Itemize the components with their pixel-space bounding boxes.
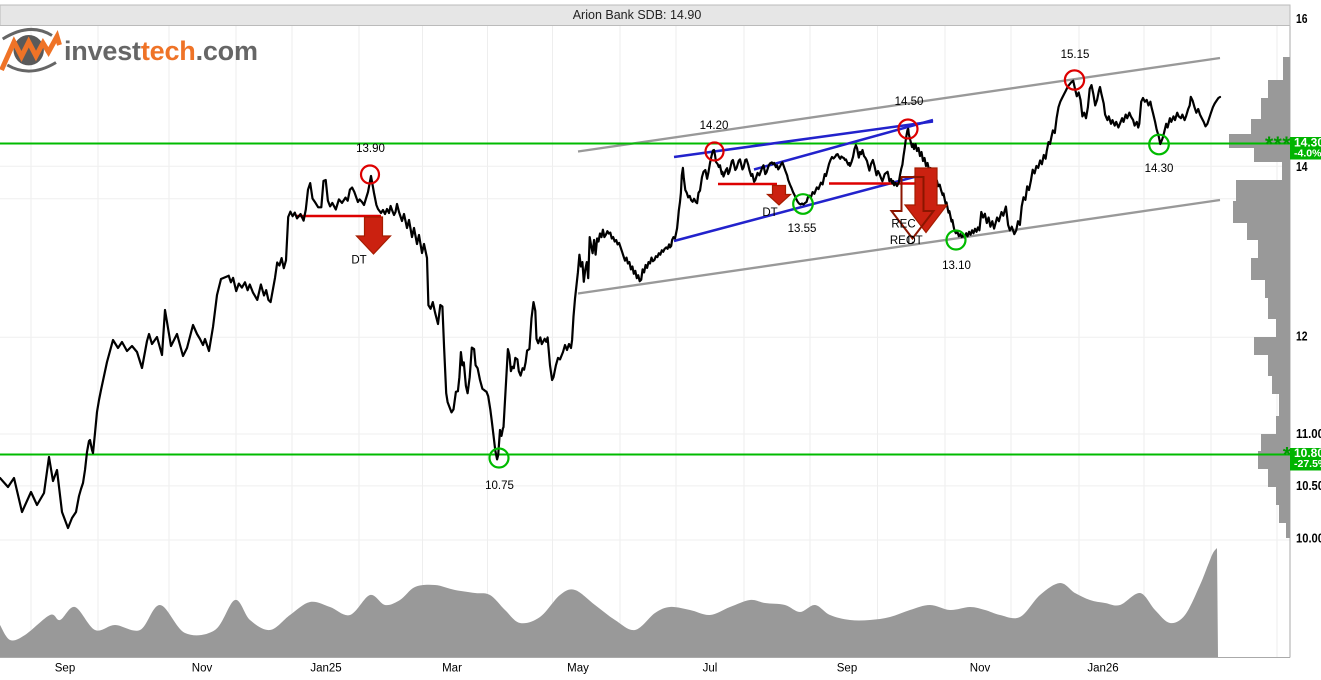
svg-text:Nov: Nov — [192, 663, 213, 675]
svg-text:15.15: 15.15 — [1061, 49, 1090, 61]
svg-text:14.20: 14.20 — [700, 120, 729, 132]
svg-text:Sep: Sep — [55, 663, 75, 675]
svg-text:REC: REC — [890, 235, 914, 247]
svg-text:-27.5%: -27.5% — [1294, 458, 1321, 470]
svg-text:14.30: 14.30 — [1145, 163, 1174, 175]
svg-text:Sep: Sep — [837, 663, 857, 675]
svg-text:DT: DT — [907, 235, 922, 247]
svg-text:11.00: 11.00 — [1296, 427, 1321, 441]
svg-text:DT: DT — [762, 207, 777, 219]
svg-text:REC: REC — [891, 219, 915, 231]
svg-text:Arion Bank SDB: 14.90: Arion Bank SDB: 14.90 — [573, 8, 702, 22]
svg-text:14.30: 14.30 — [1294, 135, 1321, 149]
svg-text:Jan26: Jan26 — [1087, 663, 1118, 675]
svg-text:*: * — [1283, 444, 1292, 467]
svg-text:Jan25: Jan25 — [310, 663, 341, 675]
svg-text:10.00: 10.00 — [1296, 532, 1321, 546]
svg-text:13.90: 13.90 — [356, 143, 385, 155]
svg-text:12: 12 — [1296, 330, 1308, 344]
svg-text:May: May — [567, 663, 589, 675]
svg-text:13.55: 13.55 — [788, 223, 817, 235]
svg-text:investtech.com: investtech.com — [64, 36, 258, 66]
svg-text:13.10: 13.10 — [942, 260, 971, 272]
svg-text:Jul: Jul — [703, 663, 718, 675]
svg-text:DT: DT — [351, 255, 366, 267]
svg-text:14: 14 — [1296, 160, 1308, 174]
svg-text:Nov: Nov — [970, 663, 991, 675]
svg-text:10.80: 10.80 — [1294, 446, 1321, 460]
svg-text:Mar: Mar — [442, 663, 462, 675]
svg-text:-4.0%: -4.0% — [1294, 147, 1321, 159]
svg-text:10.75: 10.75 — [485, 480, 514, 492]
svg-text:14.50: 14.50 — [895, 96, 924, 108]
svg-text:16: 16 — [1296, 12, 1308, 26]
svg-text:10.50: 10.50 — [1296, 479, 1321, 493]
svg-text:***: *** — [1265, 133, 1291, 156]
